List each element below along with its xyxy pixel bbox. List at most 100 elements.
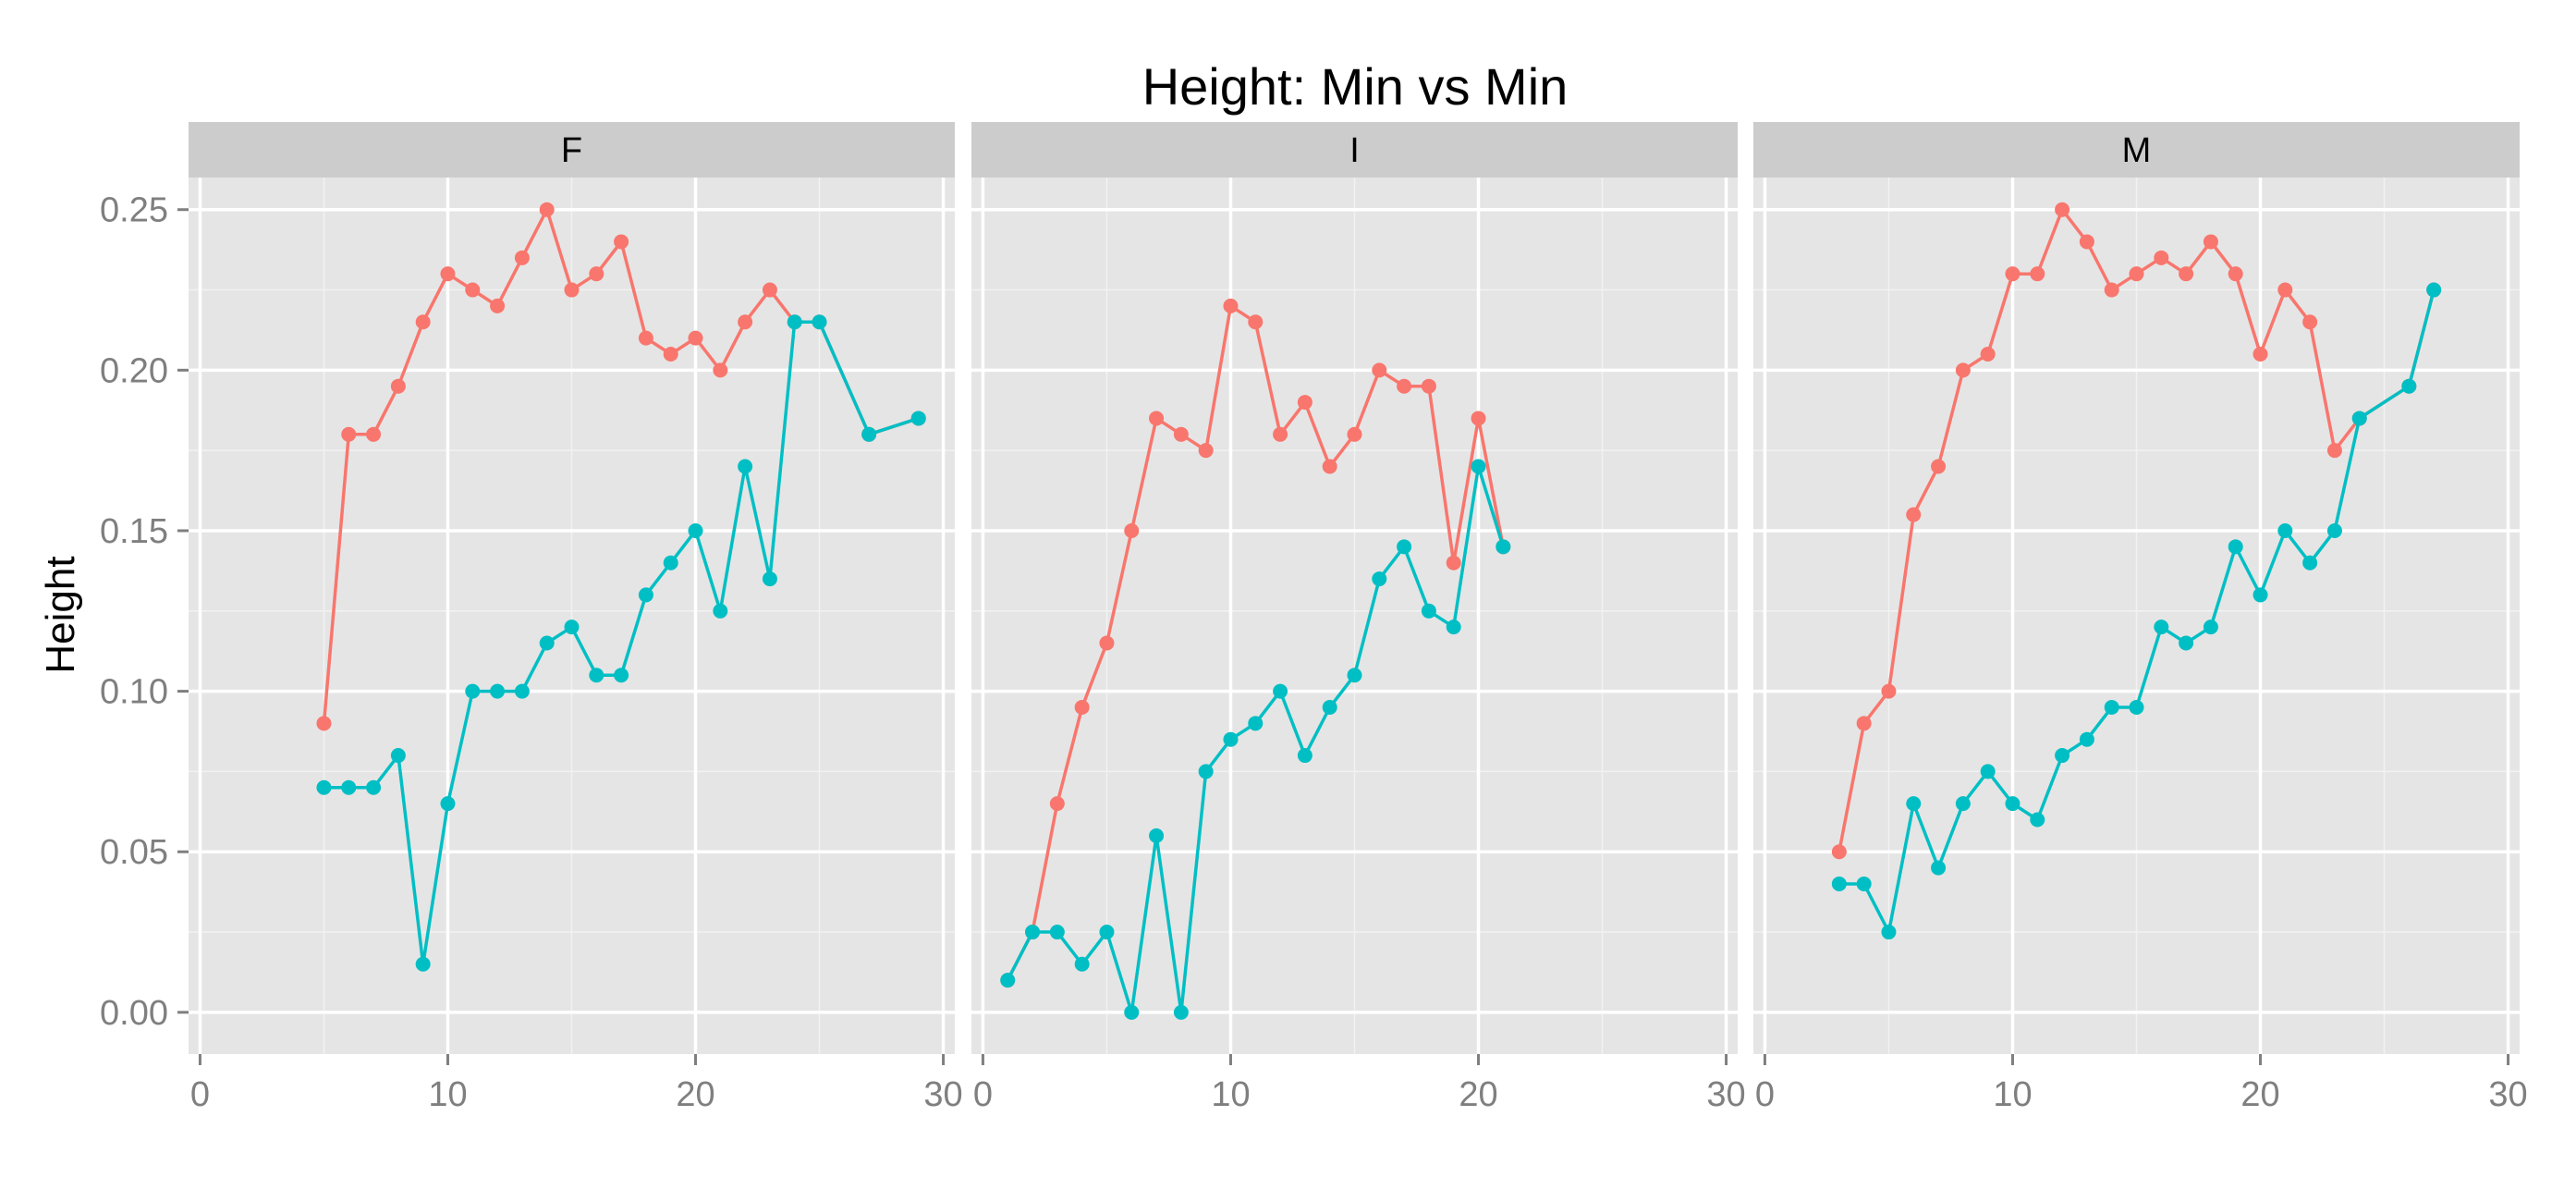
x-tick-label: 0 xyxy=(190,1075,210,1114)
data-point xyxy=(490,298,506,313)
data-point xyxy=(2252,587,2268,603)
x-tick-label: 0 xyxy=(973,1075,993,1114)
data-point xyxy=(564,282,580,298)
data-point xyxy=(2228,266,2243,282)
x-tick-label: 20 xyxy=(2240,1075,2279,1114)
data-point xyxy=(1421,378,1436,394)
data-point xyxy=(1980,764,1996,779)
data-point xyxy=(490,683,506,699)
data-point xyxy=(1906,507,1922,522)
data-point xyxy=(539,635,555,651)
data-point xyxy=(1000,973,1016,988)
data-point xyxy=(1173,1004,1189,1020)
data-point xyxy=(2252,346,2268,362)
data-point xyxy=(762,571,777,587)
data-point xyxy=(1248,314,1264,330)
data-point xyxy=(1471,411,1486,426)
y-tick-label: 0.00 xyxy=(100,994,168,1033)
data-point xyxy=(1198,443,1214,459)
data-point xyxy=(1149,828,1165,843)
data-point xyxy=(2005,796,2021,812)
data-point xyxy=(366,779,382,795)
data-point xyxy=(2426,282,2442,298)
x-tick-label: 10 xyxy=(1993,1075,2032,1114)
y-tick-label: 0.10 xyxy=(100,673,168,712)
data-point xyxy=(589,668,604,683)
data-point xyxy=(1471,459,1486,474)
data-point xyxy=(1931,459,1947,474)
y-tick-label: 0.25 xyxy=(100,191,168,230)
data-point xyxy=(2154,619,2169,635)
data-point xyxy=(390,748,406,764)
data-point xyxy=(1446,555,1461,570)
data-point xyxy=(2203,619,2218,635)
x-tick-label: 30 xyxy=(923,1075,962,1114)
data-point xyxy=(738,459,753,474)
data-point xyxy=(415,314,431,330)
data-point xyxy=(638,330,653,346)
facet-panel-F: F 0 10 20 30 0.00 0.05 0.10 0.15 0.20 0.25 xyxy=(100,122,963,1114)
x-tick-label: 30 xyxy=(1706,1075,1745,1114)
data-point xyxy=(1124,522,1140,538)
data-point xyxy=(390,378,406,394)
facet-panels: F 0 10 20 30 0.00 0.05 0.10 0.15 0.20 0.25 I 0 10 20 30… xyxy=(100,122,2528,1114)
data-point xyxy=(1856,716,1872,731)
data-point xyxy=(2302,314,2318,330)
data-point xyxy=(1881,683,1897,699)
data-point xyxy=(2179,635,2194,651)
data-point xyxy=(614,234,629,250)
data-point xyxy=(2401,378,2417,394)
data-point xyxy=(316,716,332,731)
data-point xyxy=(2030,266,2045,282)
y-tick-label: 0.20 xyxy=(100,351,168,390)
data-point xyxy=(2104,699,2119,715)
data-point xyxy=(366,426,382,442)
data-point xyxy=(1049,925,1065,940)
data-point xyxy=(1496,539,1511,555)
data-point xyxy=(1397,539,1412,555)
data-point xyxy=(2055,202,2070,217)
series-line-1 xyxy=(1837,207,2436,852)
data-point xyxy=(1025,925,1041,940)
data-point xyxy=(1421,603,1436,619)
data-point xyxy=(1322,699,1337,715)
x-tick-label: 20 xyxy=(676,1075,714,1114)
x-tick-label: 10 xyxy=(1211,1075,1250,1114)
data-point xyxy=(2351,411,2367,426)
data-point xyxy=(2277,282,2293,298)
data-point xyxy=(1372,571,1387,587)
data-point xyxy=(1881,925,1897,940)
data-point xyxy=(514,683,530,699)
facet-strip xyxy=(1753,122,2520,178)
data-point xyxy=(1198,764,1214,779)
data-point xyxy=(1173,426,1189,442)
data-point xyxy=(589,266,604,282)
data-point xyxy=(910,411,926,426)
data-point xyxy=(1223,731,1239,747)
data-point xyxy=(341,779,357,795)
data-point xyxy=(713,603,728,619)
x-tick-label: 10 xyxy=(428,1075,467,1114)
data-point xyxy=(564,619,580,635)
data-point xyxy=(1149,411,1165,426)
data-point xyxy=(2079,234,2094,250)
data-point xyxy=(2302,555,2318,570)
data-point xyxy=(2079,731,2094,747)
data-point xyxy=(1273,683,1288,699)
facet-panel-I: I 0 10 20 30 xyxy=(971,122,1746,1114)
data-point xyxy=(1980,346,1996,362)
data-point xyxy=(440,266,456,282)
x-tick-label: 0 xyxy=(1755,1075,1775,1114)
facet-strip-label: F xyxy=(561,131,582,170)
data-point xyxy=(1248,716,1264,731)
data-point xyxy=(762,282,777,298)
data-point xyxy=(415,956,431,972)
data-point xyxy=(1831,876,1847,891)
data-point xyxy=(663,555,678,570)
data-point xyxy=(1099,635,1115,651)
data-point xyxy=(663,346,678,362)
data-point xyxy=(787,314,802,330)
data-point xyxy=(861,426,877,442)
